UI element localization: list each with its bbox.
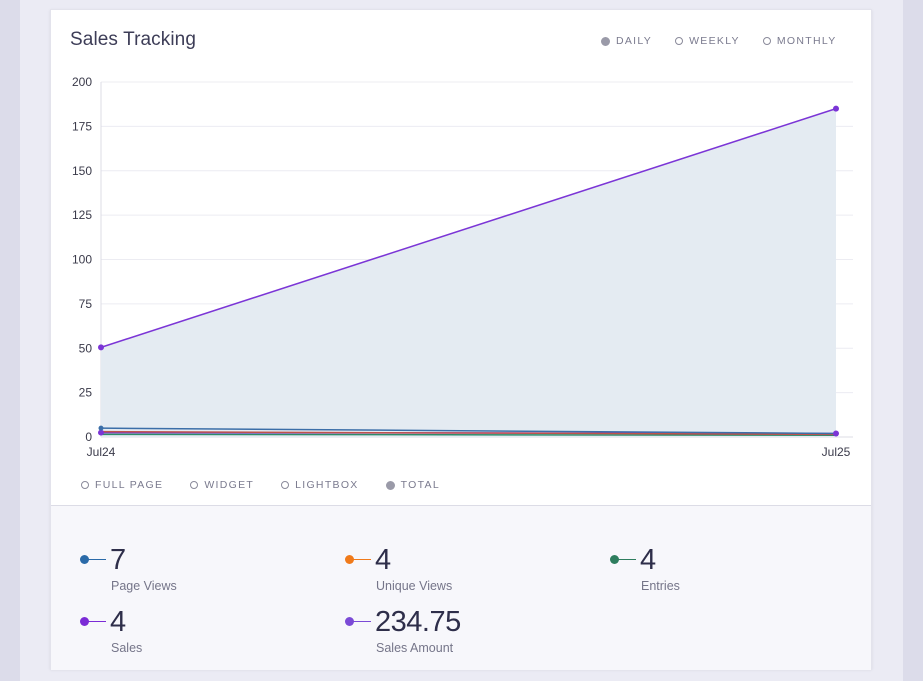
y-tick-label: 0 (85, 430, 92, 444)
period-option-monthly[interactable]: MONTHLY (762, 35, 837, 47)
series-line (100, 427, 837, 435)
sales-tracking-card: Sales Tracking DAILY WEEKLY MONTHLY 0 25 5… (50, 9, 872, 670)
y-tick-label: 200 (72, 75, 92, 89)
series-line (100, 433, 837, 436)
stats-panel: 7 Page Views 4 Unique Views 4 Entries 4 … (51, 505, 871, 670)
period-option-weekly[interactable]: WEEKLY (675, 35, 740, 47)
radio-unselected-icon (190, 481, 199, 489)
stat-label: Sales Amount (376, 641, 454, 655)
series-option-full-page[interactable]: FULL PAGE (81, 479, 163, 491)
series-option-lightbox[interactable]: LIGHTBOX (281, 479, 359, 491)
y-tick-label: 25 (79, 386, 93, 400)
stat-value: 4 (110, 606, 126, 638)
stat-value: 4 (375, 544, 391, 576)
radio-unselected-icon (81, 481, 89, 489)
x-tick-label: Jul25 (822, 445, 851, 459)
data-point (98, 425, 104, 431)
radio-unselected-icon (675, 37, 684, 45)
series-area (101, 108, 836, 437)
stat-label: Entries (641, 579, 680, 593)
y-tick-label: 175 (72, 119, 92, 133)
y-tick-label: 150 (72, 164, 92, 178)
data-point (833, 430, 839, 437)
y-tick-label: 50 (79, 341, 93, 355)
data-point (833, 105, 839, 112)
period-label: DAILY (616, 35, 653, 47)
radio-unselected-icon (281, 481, 290, 489)
series-option-widget[interactable]: WIDGET (190, 479, 254, 491)
period-toggle: DAILY WEEKLY MONTHLY (601, 35, 837, 47)
stat-label: Sales (111, 641, 143, 655)
legend-marker (345, 555, 371, 564)
series-label: FULL PAGE (95, 479, 164, 491)
legend-marker (80, 555, 106, 564)
stat-value: 7 (110, 544, 126, 576)
data-point (98, 429, 104, 436)
stat-value: 4 (640, 544, 656, 576)
series-label: WIDGET (204, 479, 255, 491)
y-tick-label: 125 (72, 208, 92, 222)
legend-marker (80, 617, 106, 626)
y-tick-label: 100 (72, 253, 92, 267)
radio-selected-icon (601, 36, 610, 46)
card-title: Sales Tracking (70, 29, 197, 50)
stat-label: Unique Views (376, 579, 453, 593)
period-label: WEEKLY (689, 35, 740, 47)
y-tick-label: 75 (79, 297, 93, 311)
legend-marker (345, 617, 371, 626)
radio-selected-icon (385, 480, 395, 490)
x-tick-label: Jul24 (87, 445, 116, 459)
radio-unselected-icon (762, 37, 771, 45)
period-label: MONTHLY (776, 35, 837, 47)
series-label: LIGHTBOX (295, 479, 359, 491)
legend-marker (610, 555, 636, 564)
series-label: TOTAL (400, 479, 440, 491)
series-line (100, 107, 837, 349)
series-line (100, 430, 837, 436)
data-point (98, 344, 104, 351)
series-toggle: FULL PAGE WIDGET LIGHTBOX TOTAL (81, 479, 440, 491)
period-option-daily[interactable]: DAILY (601, 35, 652, 47)
series-option-total[interactable]: TOTAL (385, 479, 440, 491)
stat-label: Page Views (111, 579, 177, 593)
stat-value: 234.75 (375, 606, 461, 638)
sales-line-chart: 0 25 50 75 100 125 150 175 200 Jul24 Jul25 (72, 75, 853, 459)
